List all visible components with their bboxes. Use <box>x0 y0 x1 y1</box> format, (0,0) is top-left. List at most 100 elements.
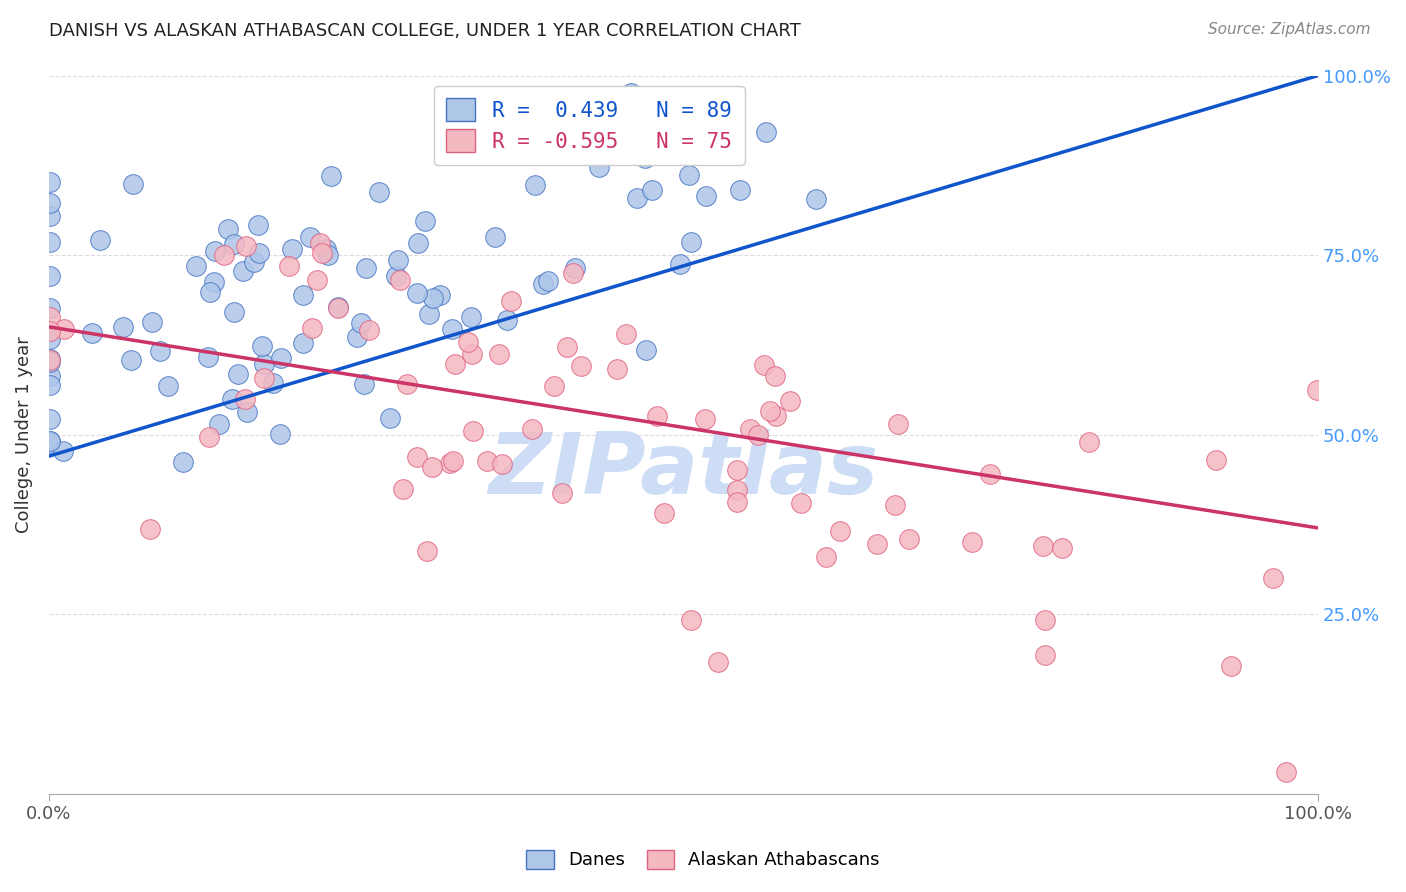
Point <box>806 192 828 206</box>
Point <box>884 499 907 513</box>
Point <box>1261 571 1284 585</box>
Point <box>39 324 62 338</box>
Point <box>311 246 333 260</box>
Point <box>387 253 409 268</box>
Point <box>491 457 513 471</box>
Point <box>765 409 787 424</box>
Point <box>262 376 284 390</box>
Point <box>252 358 274 372</box>
Point <box>39 332 62 346</box>
Point <box>626 191 648 205</box>
Point <box>349 316 371 330</box>
Point <box>496 313 519 327</box>
Point <box>695 189 717 203</box>
Point <box>460 310 482 324</box>
Point <box>1205 453 1227 467</box>
Point <box>460 347 482 361</box>
Point <box>887 417 910 431</box>
Point <box>1050 541 1073 555</box>
Point <box>406 450 429 465</box>
Point <box>221 392 243 406</box>
Point <box>439 456 461 470</box>
Point <box>247 246 270 260</box>
Point <box>678 168 700 182</box>
Point <box>634 152 657 166</box>
Point <box>1274 764 1296 779</box>
Point <box>149 344 172 359</box>
Point <box>269 426 291 441</box>
Point <box>389 273 412 287</box>
Point <box>316 248 339 262</box>
Point <box>270 351 292 366</box>
Point <box>39 310 62 325</box>
Legend: Danes, Alaskan Athabascans: Danes, Alaskan Athabascans <box>517 841 889 879</box>
Point <box>39 435 62 450</box>
Point <box>243 255 266 269</box>
Point <box>359 323 381 337</box>
Point <box>728 183 751 197</box>
Point <box>830 524 852 539</box>
Point <box>156 379 179 393</box>
Point <box>326 301 349 315</box>
Point <box>80 326 103 340</box>
Point <box>226 367 249 381</box>
Point <box>141 315 163 329</box>
Point <box>207 417 229 431</box>
Point <box>39 351 62 366</box>
Point <box>198 430 221 444</box>
Point <box>138 522 160 536</box>
Point <box>669 257 692 271</box>
Point <box>537 274 560 288</box>
Point <box>39 378 62 392</box>
Point <box>606 362 628 376</box>
Point <box>681 235 703 249</box>
Point <box>315 242 337 256</box>
Point <box>39 412 62 426</box>
Point <box>406 235 429 250</box>
Point <box>418 307 440 321</box>
Point <box>122 177 145 191</box>
Point <box>253 371 276 385</box>
Point <box>725 495 748 509</box>
Point <box>779 393 801 408</box>
Point <box>707 656 730 670</box>
Point <box>202 276 225 290</box>
Point <box>475 454 498 468</box>
Text: Source: ZipAtlas.com: Source: ZipAtlas.com <box>1208 22 1371 37</box>
Point <box>52 322 75 336</box>
Point <box>747 428 769 442</box>
Point <box>695 411 717 425</box>
Point <box>39 301 62 316</box>
Point <box>39 368 62 383</box>
Point <box>346 330 368 344</box>
Point <box>725 462 748 476</box>
Point <box>292 336 315 351</box>
Point <box>1219 658 1241 673</box>
Point <box>457 334 479 349</box>
Point <box>39 209 62 223</box>
Point <box>1077 434 1099 449</box>
Point <box>524 178 547 193</box>
Point <box>429 287 451 301</box>
Point <box>395 376 418 391</box>
Point <box>385 269 408 284</box>
Point <box>204 244 226 259</box>
Point <box>39 355 62 369</box>
Legend: R =  0.439   N = 89, R = -0.595   N = 75: R = 0.439 N = 89, R = -0.595 N = 75 <box>434 86 745 165</box>
Point <box>897 532 920 546</box>
Point <box>197 350 219 364</box>
Point <box>52 444 75 458</box>
Point <box>247 218 270 232</box>
Point <box>484 230 506 244</box>
Point <box>120 352 142 367</box>
Point <box>172 455 194 469</box>
Point <box>39 434 62 449</box>
Point <box>564 260 586 275</box>
Point <box>755 125 778 139</box>
Point <box>305 272 328 286</box>
Point <box>224 305 246 319</box>
Point <box>561 266 583 280</box>
Point <box>217 221 239 235</box>
Point <box>212 248 235 262</box>
Text: ZIPatlas: ZIPatlas <box>488 429 879 512</box>
